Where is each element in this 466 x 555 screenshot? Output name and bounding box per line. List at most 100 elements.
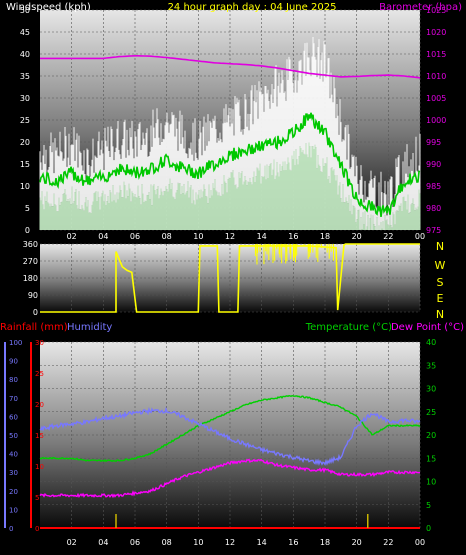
direction-series [40, 243, 420, 313]
barometer-series [40, 54, 421, 79]
humidity-y-tick-label: 70 [9, 395, 18, 403]
humidity-y-tick-label: 90 [9, 358, 18, 366]
temperature-y-tick-label: 35 [426, 361, 436, 370]
rainfall-y-tick-label: 25 [35, 370, 44, 378]
wind-average-series [39, 112, 421, 218]
temperature-x-tick-label: 00 [415, 538, 425, 547]
temperature-x-tick-label: 04 [98, 538, 108, 547]
barometer-y-tick-label: 975 [426, 226, 441, 235]
direction-tick-labels: 0 90 180 270 360 [23, 240, 38, 317]
wind-y-tick-label: 45 [20, 28, 30, 37]
barometer-y-tick-label: 985 [426, 182, 441, 191]
barometer-y-tick-label: 990 [426, 160, 441, 169]
barometer-y-tick-label: 1010 [426, 72, 446, 81]
barometer-y-tick-label: 1025 [426, 6, 446, 15]
wind-y-tick-label: 15 [20, 160, 30, 169]
temperature-panel: Rainfall (mm) Humidity Temperature (°C) … [0, 322, 464, 547]
temperature-x-tick-label: 02 [67, 538, 77, 547]
barometer-y-tick-label: 995 [426, 138, 441, 147]
rainfall-y-tick-label: 10 [35, 463, 44, 471]
wind-y-tick-label: 0 [25, 226, 30, 235]
temperature-x-tick-label: 14 [257, 538, 267, 547]
temperature-y-tick-label: 20 [426, 431, 436, 440]
rainfall-y-tick-label: 15 [35, 432, 44, 440]
humidity-line [39, 406, 421, 467]
humidity-y-tick-label: 40 [9, 451, 18, 459]
wind-x-tick-label: 22 [383, 232, 393, 241]
compass-s: S [437, 276, 444, 289]
barometer-y-tick-label: 1020 [426, 28, 446, 37]
temperature-x-tick-label: 16 [288, 538, 298, 547]
temperature-x-tick-label: 20 [352, 538, 362, 547]
direction-line [40, 243, 420, 313]
compass-n-bottom: N [436, 308, 444, 321]
humidity-axis-label: Humidity [67, 322, 112, 333]
temperature-x-tick-label: 22 [383, 538, 393, 547]
temperature-y-tick-label: 10 [426, 478, 436, 487]
wind-y-tick-label: 10 [20, 182, 30, 191]
humidity-y-tick-label: 10 [9, 506, 18, 514]
humidity-y-tick-label: 100 [9, 339, 22, 347]
temperature-axis-label: Temperature (°C) [305, 322, 392, 333]
temperature-x-tick-label: 12 [225, 538, 235, 547]
direction-y-tick-label: 270 [23, 257, 38, 266]
rainfall-y-tick-label: 20 [35, 401, 44, 409]
wind-panel: 0510152025303540455097598098599099510001… [6, 2, 462, 241]
barometer-y-tick-label: 1000 [426, 116, 446, 125]
temperature-line [39, 394, 421, 463]
wind-y-tick-label: 20 [20, 138, 30, 147]
wind-y-tick-label: 35 [20, 72, 30, 81]
wind-y-tick-label: 25 [20, 116, 30, 125]
direction-y-tick-label: 360 [23, 240, 38, 249]
temperature-x-tick-label: 10 [193, 538, 203, 547]
wind-x-tick-label: 14 [257, 232, 267, 241]
direction-y-tick-label: 90 [28, 291, 38, 300]
wind-x-tick-label: 00 [415, 232, 425, 241]
wind-x-tick-label: 16 [288, 232, 298, 241]
dewpoint-series [39, 458, 421, 499]
temperature-y-tick-label: 5 [426, 501, 431, 510]
rainfall-y-tick-label: 30 [35, 339, 44, 347]
wind-x-tick-label: 12 [225, 232, 235, 241]
barometer-axis-label: Barometer (hpa) [379, 2, 462, 13]
temperature-y-tick-label: 15 [426, 454, 436, 463]
wind-average-line [39, 112, 421, 218]
barometer-y-tick-label: 1005 [426, 94, 446, 103]
barometer-y-tick-label: 1015 [426, 50, 446, 59]
rainfall-y-tick-label: 5 [35, 494, 39, 502]
rainfall-series [40, 514, 420, 529]
barometer-y-tick-label: 980 [426, 204, 441, 213]
wind-x-tick-label: 02 [67, 232, 77, 241]
temperature-tick-labels: 0510152025303540010203040506070809010005… [9, 338, 436, 547]
compass-n-top: N [436, 240, 444, 253]
direction-y-tick-label: 0 [33, 308, 38, 317]
temperature-y-tick-label: 25 [426, 408, 436, 417]
chart-title: 24 hour graph day : 04 June 2025 [168, 2, 337, 13]
humidity-y-tick-label: 20 [9, 488, 18, 496]
humidity-y-tick-label: 0 [9, 525, 13, 533]
dewpoint-line [39, 458, 421, 499]
wind-axis-label: Windspeed (kph) [6, 2, 91, 13]
rainfall-y-tick-label: 0 [35, 525, 39, 533]
wind-x-tick-label: 08 [162, 232, 172, 241]
wind-low-series [39, 142, 421, 230]
humidity-y-tick-label: 80 [9, 376, 18, 384]
temperature-x-tick-label: 06 [130, 538, 140, 547]
wind-y-tick-label: 50 [20, 6, 30, 15]
temperature-y-tick-label: 40 [426, 338, 436, 347]
humidity-y-tick-label: 50 [9, 432, 18, 440]
barometer-line [40, 54, 421, 79]
humidity-y-tick-label: 60 [9, 413, 18, 421]
temperature-y-tick-label: 30 [426, 385, 436, 394]
temperature-x-tick-label: 18 [320, 538, 330, 547]
dewpoint-axis-label: Dew Point (°C) [391, 322, 464, 333]
wind-y-tick-label: 5 [25, 204, 30, 213]
wind-tick-labels: 0510152025303540455097598098599099510001… [20, 6, 447, 241]
temperature-y-tick-label: 0 [426, 524, 431, 533]
compass-e: E [437, 292, 444, 305]
humidity-y-tick-label: 30 [9, 469, 18, 477]
wind-x-tick-label: 10 [193, 232, 203, 241]
compass-w: W [435, 259, 446, 272]
wind-y-tick-label: 40 [20, 50, 30, 59]
